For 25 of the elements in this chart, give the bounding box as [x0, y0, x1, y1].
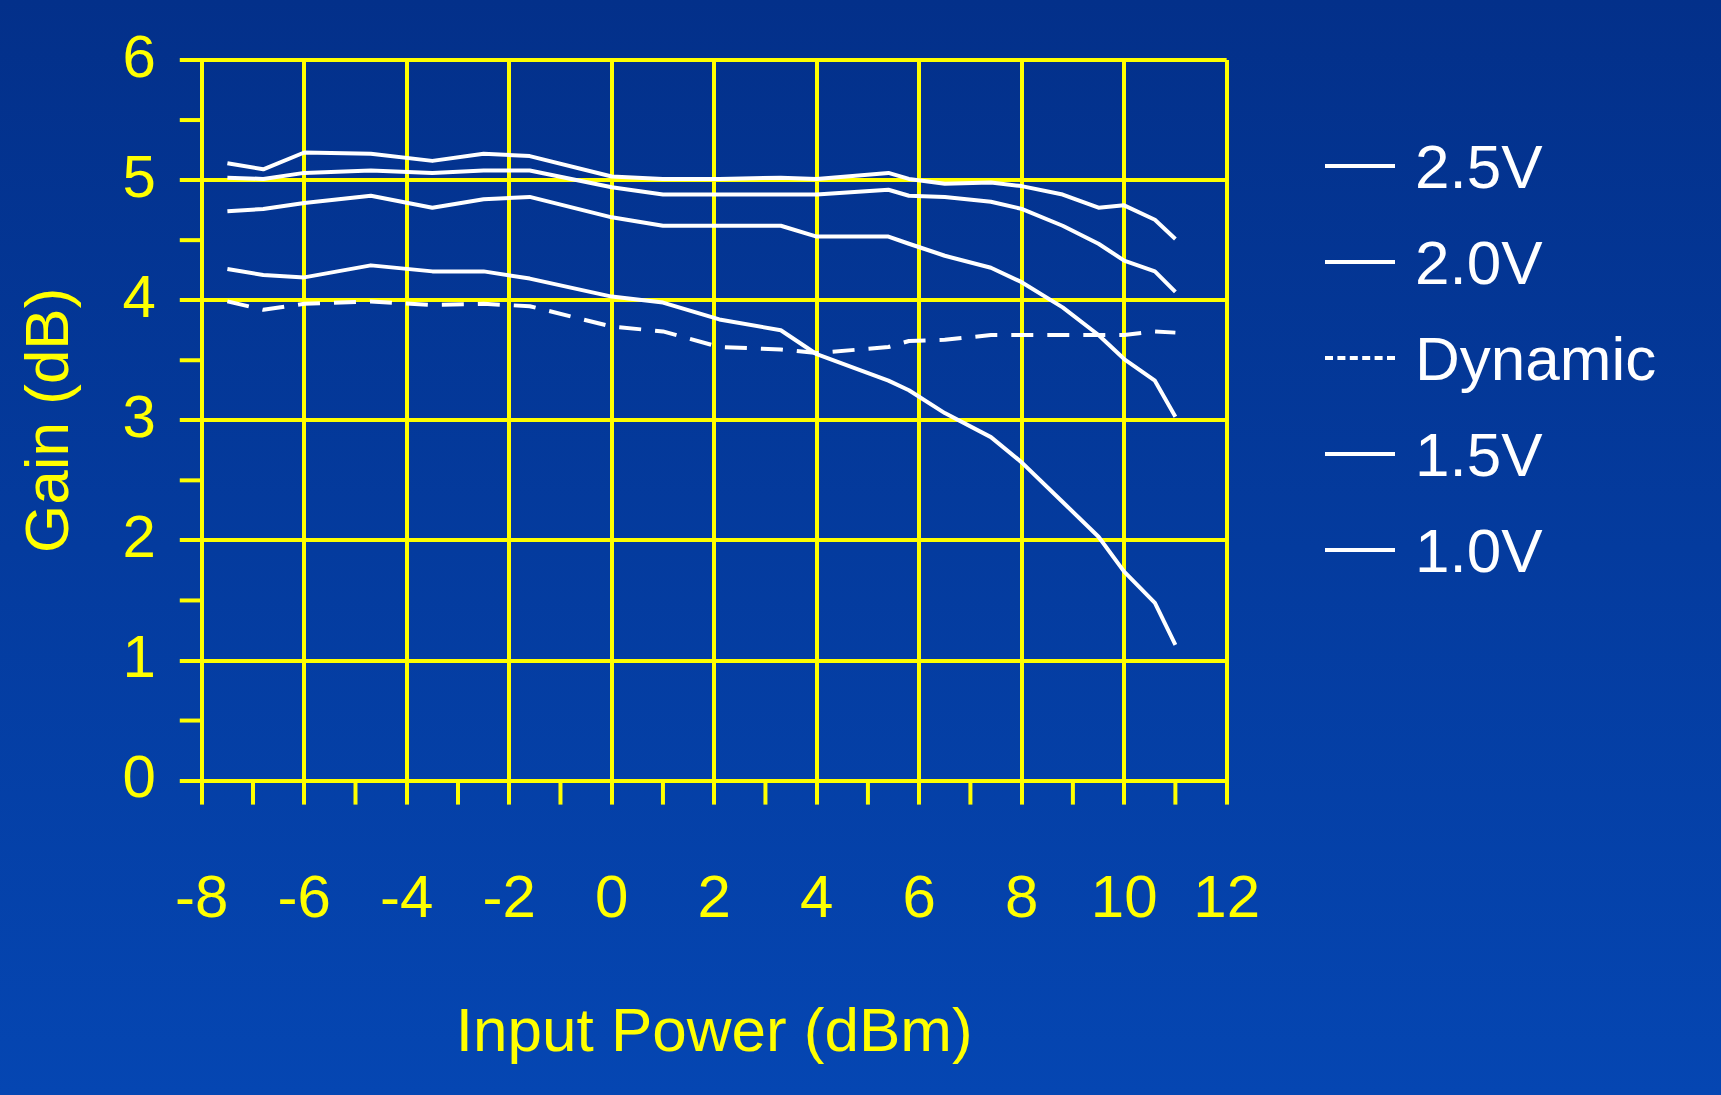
x-tick-label: 12 [1193, 863, 1261, 931]
y-tick-label: 5 [122, 142, 156, 210]
y-tick-label: 2 [122, 502, 156, 570]
legend-label: Dynamic [1415, 322, 1657, 394]
y-axis-title: Gain (dB) [12, 287, 82, 553]
x-tick-label: 2 [697, 863, 731, 931]
y-tick-label: 4 [122, 262, 156, 330]
legend-label: 1.0V [1415, 514, 1543, 586]
x-tick-label: -8 [175, 863, 229, 931]
x-tick-label: 8 [1004, 863, 1039, 931]
y-tick-label: 1 [122, 623, 156, 691]
legend-label: 1.5V [1415, 418, 1543, 490]
y-tick-label: 3 [122, 382, 156, 450]
x-tick-label: 0 [595, 863, 629, 931]
x-axis-title: Input Power (dBm) [455, 994, 973, 1064]
x-tick-label: -2 [482, 863, 536, 931]
x-tick-label: 4 [800, 863, 834, 931]
legend-label: 2.0V [1415, 226, 1543, 298]
y-tick-label: 0 [122, 743, 156, 811]
x-tick-label: -4 [380, 863, 434, 931]
x-tick-label: 6 [902, 863, 936, 931]
legend-label: 2.5V [1415, 130, 1543, 202]
y-tick-label: 6 [122, 22, 156, 90]
x-tick-label: 10 [1090, 863, 1158, 931]
x-tick-label: -6 [277, 863, 331, 931]
